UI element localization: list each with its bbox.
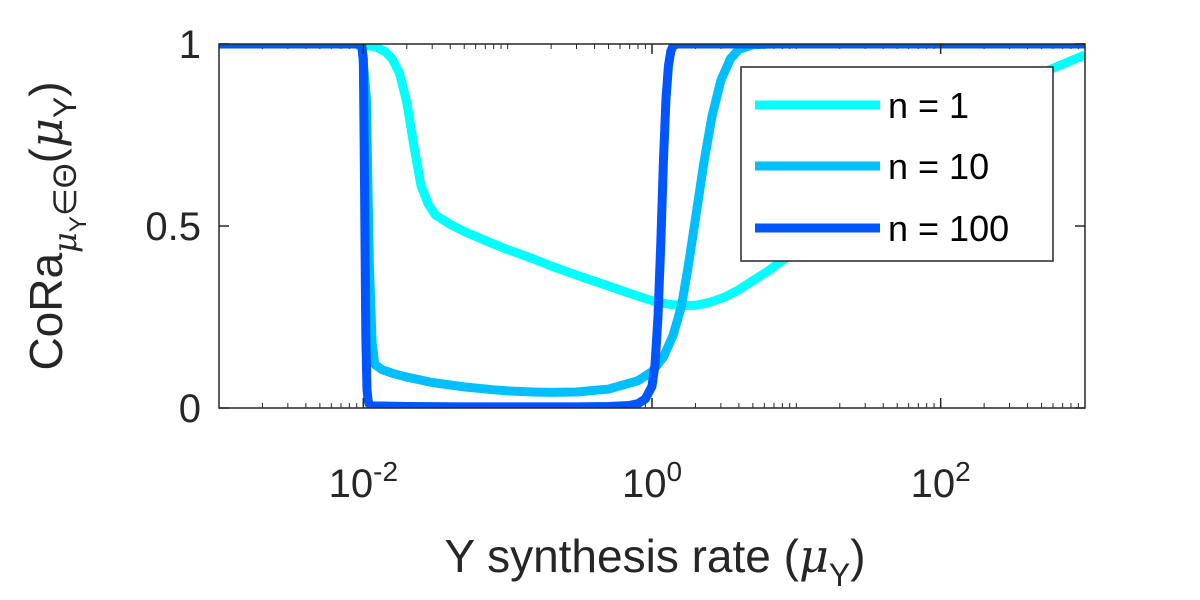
- legend-label-n10: n = 10: [888, 146, 989, 187]
- y-axis-label-sub-mu: μ: [46, 232, 84, 253]
- x-axis-label: Y synthesis rate (μY): [444, 529, 865, 593]
- series-line-3: [219, 44, 1085, 408]
- legend-label-n1: n = 1: [888, 85, 969, 126]
- x-axis-label-sub: Y: [829, 557, 850, 593]
- x-axis-label-mu: μ: [799, 529, 829, 583]
- legend: n = 1 n = 10 n = 100: [740, 66, 1054, 262]
- y-axis-label-sub2: ∈Θ: [47, 163, 83, 216]
- legend-label-n100: n = 100: [888, 208, 1009, 249]
- y-axis-label-paren-close: ): [20, 81, 72, 96]
- x-tick-label-0: 10-2: [329, 456, 398, 506]
- x-axis-label-main: Y synthesis rate (: [444, 530, 799, 582]
- series-line-2: [219, 44, 1085, 397]
- y-axis-label-mu-sub: Y: [47, 97, 83, 118]
- y-axis-label-main: CoRa: [20, 253, 72, 371]
- y-axis-label-subsub: Y: [65, 216, 92, 232]
- y-axis-label-mu: μ: [19, 118, 73, 148]
- y-tick-label-0: 0: [179, 387, 201, 431]
- x-axis-label-close: ): [850, 530, 865, 582]
- y-axis-label-paren-open: (: [20, 147, 72, 163]
- x-tick-label-2: 102: [911, 456, 971, 506]
- y-tick-label-1: 0.5: [145, 205, 201, 249]
- x-tick-label-1: 100: [622, 456, 682, 506]
- y-tick-label-2: 1: [179, 23, 201, 67]
- ticks: [219, 43, 1085, 409]
- tick-labels: 10-2 100 102 0 0.5 1: [145, 23, 970, 506]
- y-axis-label: CoRaμY∈Θ(μY): [19, 81, 92, 370]
